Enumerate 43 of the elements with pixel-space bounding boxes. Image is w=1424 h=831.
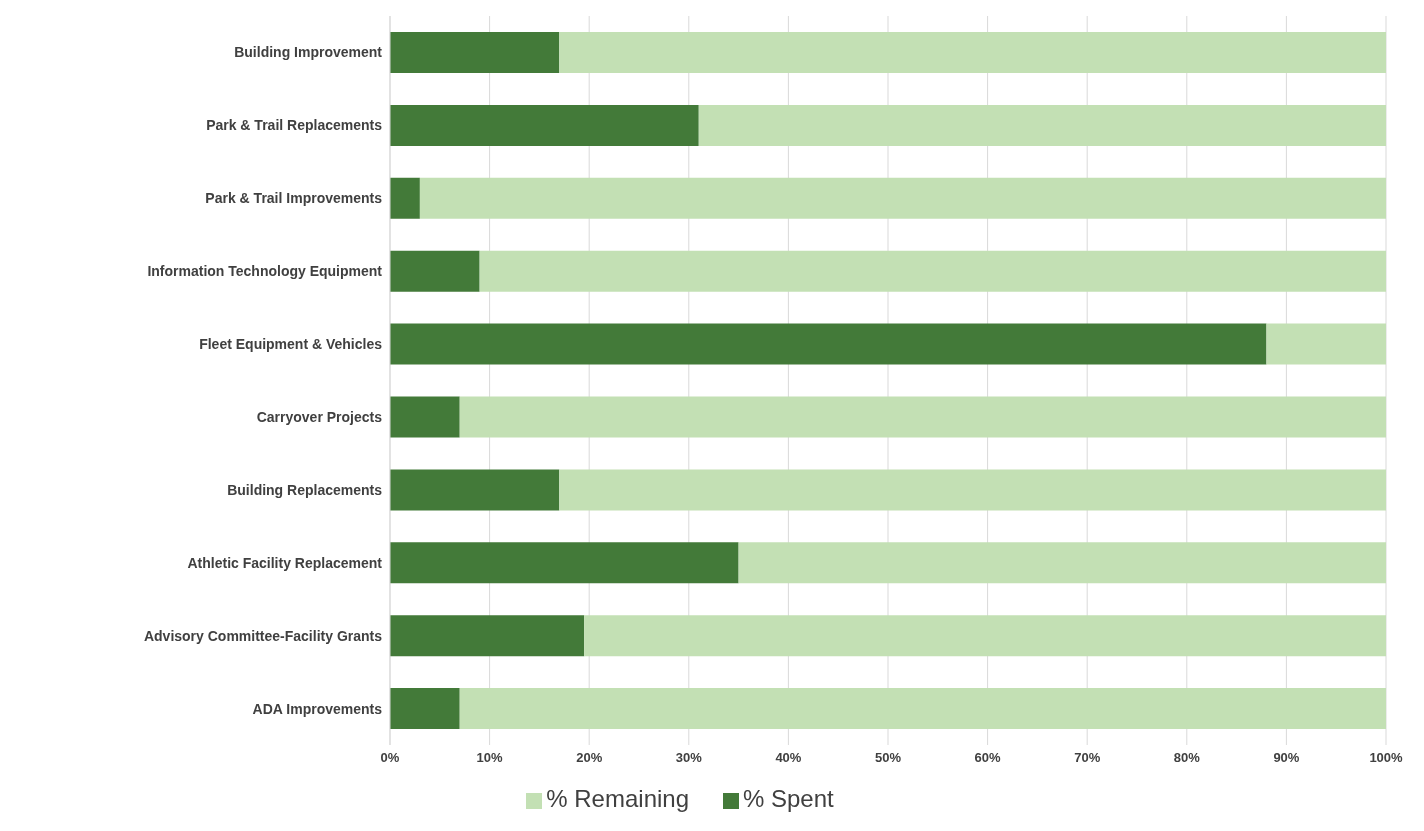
x-tick-label: 60%: [974, 750, 1002, 766]
y-tick-label: Advisory Committee-Facility Grants: [143, 627, 383, 644]
x-tick-label: 90%: [1273, 750, 1300, 766]
bar: [390, 250, 480, 292]
bar: [390, 32, 560, 73]
bar: [459, 396, 1386, 438]
bar: [390, 615, 585, 657]
bar: [559, 32, 1386, 73]
bar: [390, 396, 460, 438]
x-tick-label: 20%: [576, 750, 603, 766]
bar: [479, 250, 1386, 292]
x-tick-label: 10%: [476, 750, 504, 766]
y-tick-label: ADA Improvements: [252, 700, 383, 717]
bar: [390, 177, 420, 219]
y-tick-label: Park & Trail Improvements: [205, 190, 383, 207]
x-tick-label: 40%: [775, 750, 802, 766]
y-tick-label: Information Technology Equipment: [147, 263, 383, 280]
bar: [390, 688, 460, 730]
bar: [390, 469, 560, 511]
bar: [698, 104, 1386, 146]
legend-label: % Remaining: [546, 785, 689, 812]
y-tick-label: Park & Trail Replacements: [206, 117, 383, 134]
bar: [738, 542, 1386, 584]
y-tick-label: Athletic Facility Replacement: [187, 554, 383, 571]
bar: [390, 542, 739, 584]
bar: [390, 104, 699, 146]
x-tick-label: 80%: [1173, 750, 1201, 766]
bar: [459, 688, 1386, 730]
x-tick-label: 50%: [874, 750, 902, 766]
bar: [419, 177, 1386, 219]
bar: [1266, 323, 1386, 365]
y-tick-label: Carryover Projects: [256, 408, 383, 425]
y-tick-label: Fleet Equipment & Vehicles: [199, 336, 383, 353]
legend-label: % Spent: [743, 785, 834, 812]
x-tick-label: 0%: [380, 750, 400, 766]
bar: [559, 469, 1386, 511]
x-tick-label: 30%: [675, 750, 703, 766]
y-tick-label: Building Replacements: [227, 481, 383, 498]
bar: [584, 615, 1386, 657]
x-tick-label: 100%: [1369, 750, 1404, 766]
x-tick-label: 70%: [1074, 750, 1101, 766]
y-tick-label: Building Improvement: [234, 44, 383, 61]
bar: [390, 323, 1267, 365]
